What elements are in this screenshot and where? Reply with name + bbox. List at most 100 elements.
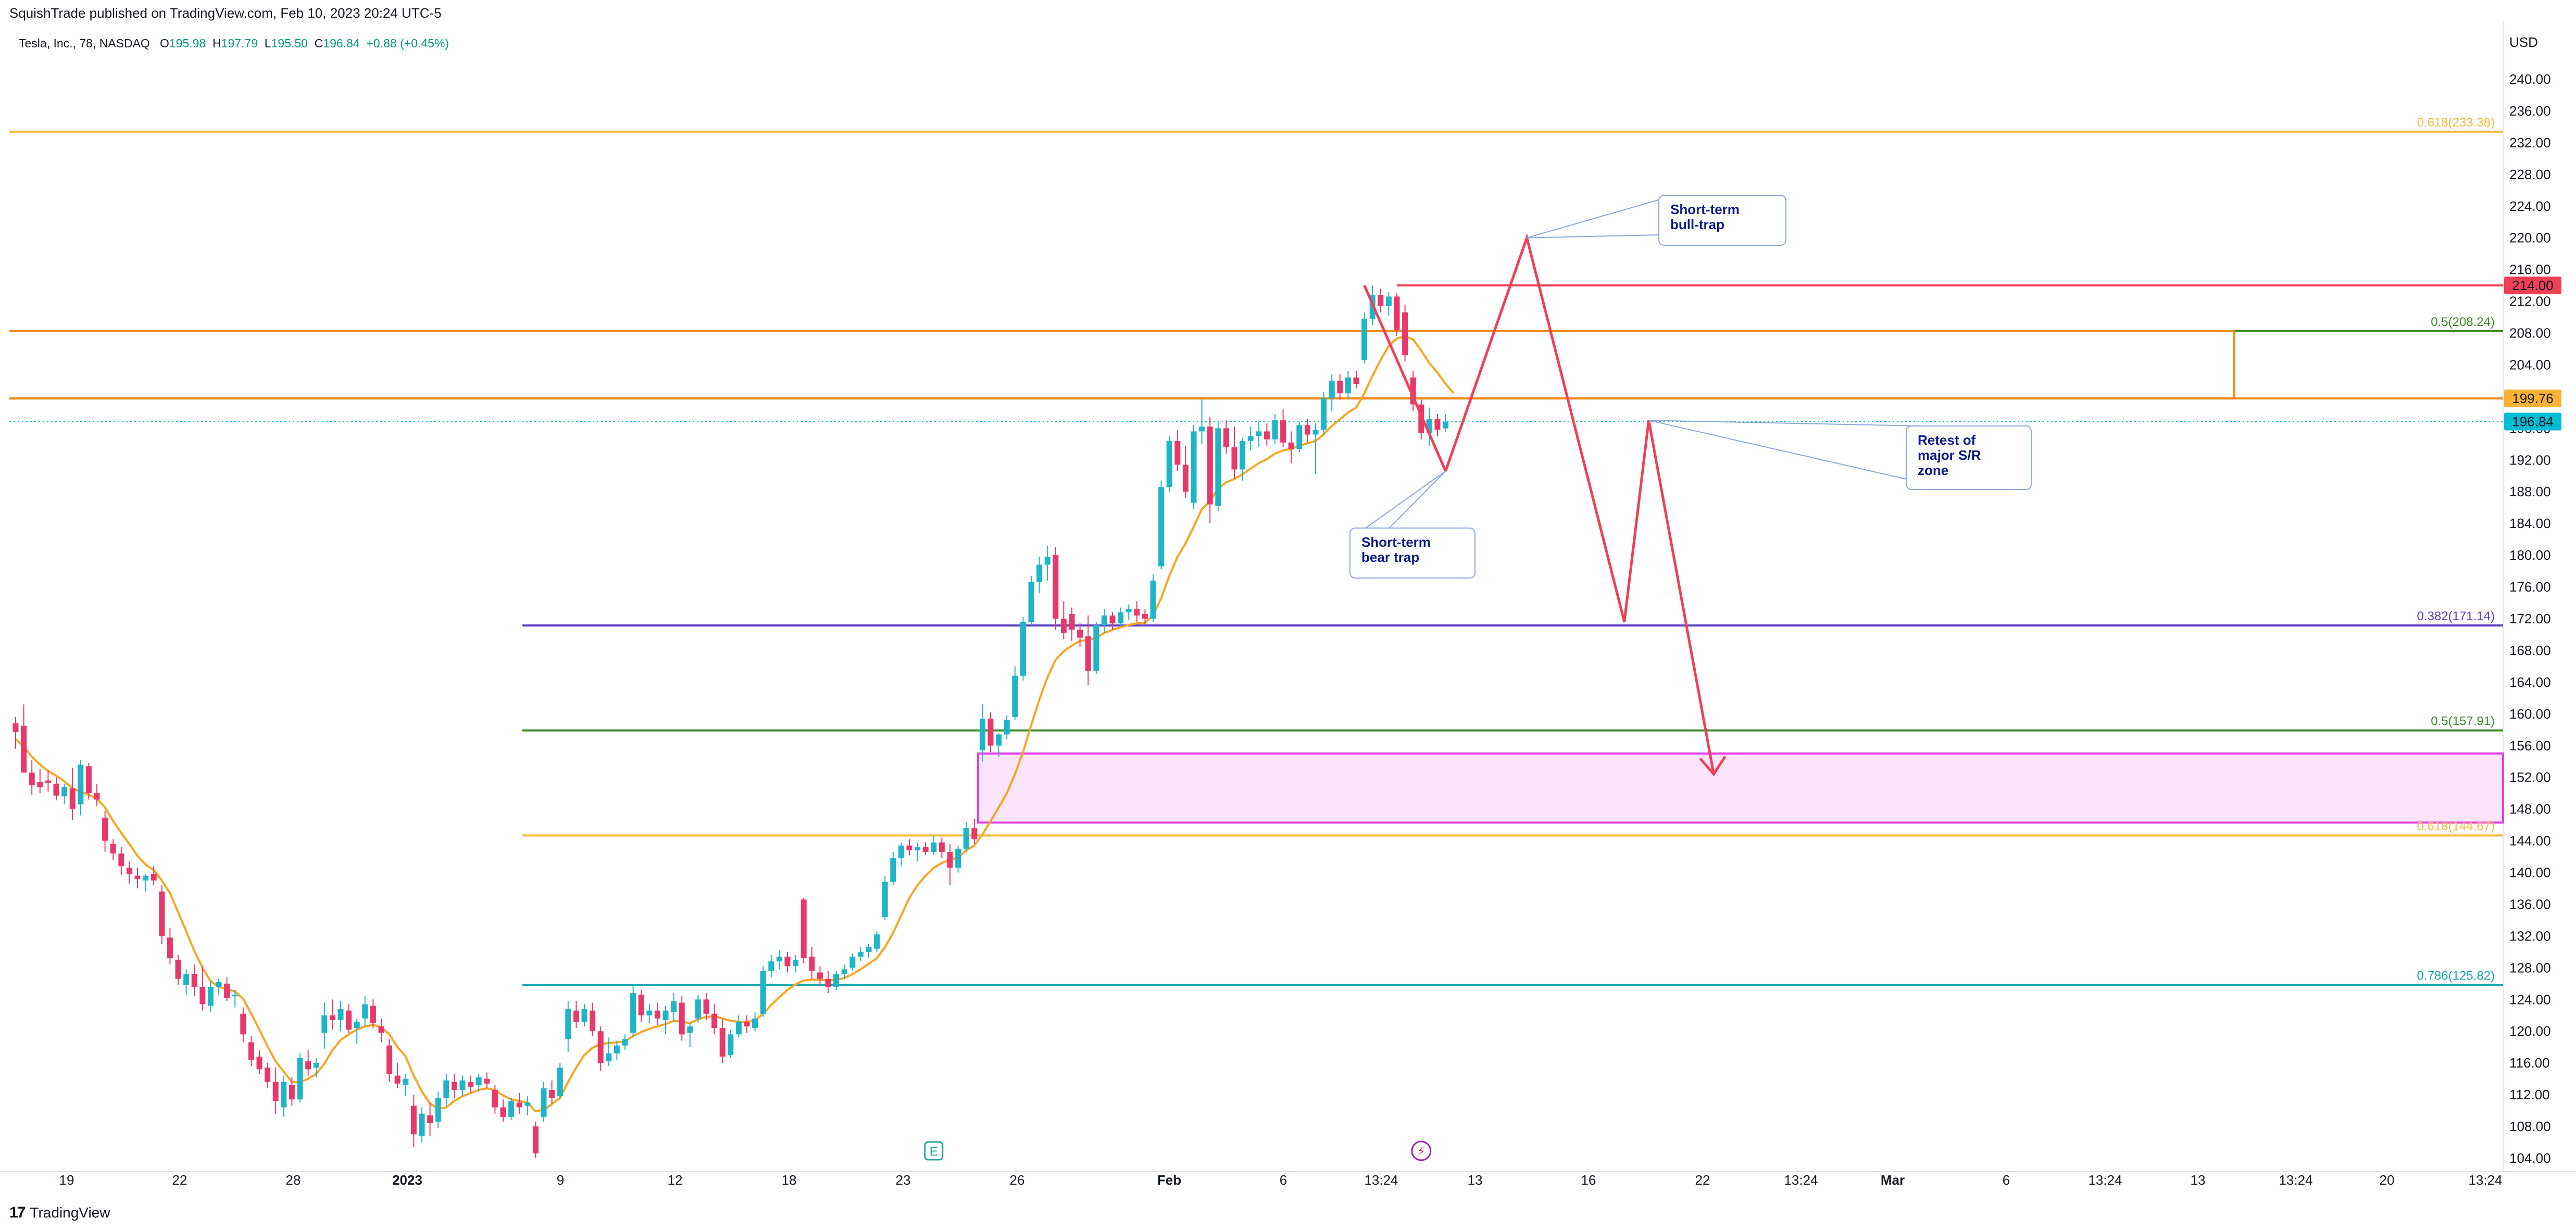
- candle-body: [1118, 612, 1124, 624]
- x-tick-label: 9: [557, 1172, 564, 1188]
- candle-body: [378, 1026, 384, 1033]
- candle-body: [1418, 404, 1424, 433]
- callout-text: Short-term: [1361, 534, 1431, 550]
- candle-body: [69, 788, 76, 809]
- zone-layer: [977, 752, 2504, 824]
- candle-body: [1028, 582, 1034, 622]
- x-tick-label: 23: [896, 1172, 911, 1188]
- x-tick-label: 13:24: [2279, 1172, 2312, 1188]
- x-tick-label: Feb: [1157, 1172, 1181, 1188]
- candle-body: [240, 1013, 246, 1035]
- candle-body: [1247, 436, 1254, 441]
- candle-body: [1101, 615, 1107, 625]
- candle-body: [671, 1001, 677, 1012]
- y-tick-label: 136.00: [2509, 896, 2551, 912]
- high-label: H: [212, 36, 221, 50]
- candle-body: [468, 1082, 474, 1087]
- candle-body: [1020, 622, 1026, 676]
- candle-body: [890, 858, 896, 882]
- symbol-legend: Tesla, Inc., 78, NASDAQ O195.98 H197.79 …: [19, 36, 449, 51]
- callout-box: [1906, 425, 2032, 490]
- candle-body: [711, 1013, 718, 1028]
- candle-body: [825, 978, 831, 987]
- candle-body: [581, 1009, 587, 1022]
- callout-line: [1527, 234, 1659, 239]
- candle-body: [313, 1063, 319, 1068]
- candle-body: [29, 772, 35, 785]
- candle-body: [1231, 447, 1237, 470]
- candle-body: [565, 1009, 571, 1039]
- y-tick-label: 204.00: [2509, 357, 2551, 372]
- tradingview-logo-icon[interactable]: 17: [9, 1204, 26, 1221]
- close-value: 196.84: [323, 36, 360, 50]
- candle-body: [1280, 420, 1286, 443]
- price-label: 214.00: [2512, 278, 2554, 293]
- brand-label[interactable]: TradingView: [30, 1204, 110, 1221]
- candle-body: [1426, 419, 1432, 433]
- candle-body: [151, 874, 157, 881]
- candle-body: [1378, 295, 1384, 306]
- candle-body: [1288, 442, 1294, 449]
- candle-body: [833, 974, 840, 987]
- candle-body: [776, 957, 782, 962]
- y-tick-label: 108.00: [2509, 1119, 2551, 1134]
- candle-body: [12, 723, 19, 732]
- y-tick-label: 104.00: [2509, 1150, 2551, 1166]
- candle-body: [841, 969, 847, 974]
- low-value: 195.50: [271, 36, 308, 50]
- low-label: L: [264, 36, 271, 50]
- candle-body: [443, 1080, 449, 1098]
- candle-body: [1361, 319, 1368, 360]
- price-axis: USD 240.00 236.00 232.00 228.00 224.00 220.00 2…: [2504, 34, 2561, 1166]
- x-tick-label: Mar: [1881, 1172, 1905, 1188]
- candle-body: [78, 764, 84, 805]
- candle-body: [1085, 636, 1091, 671]
- candle-body: [1296, 425, 1303, 449]
- candle-body: [971, 828, 978, 839]
- y-tick-label: 152.00: [2509, 770, 2551, 785]
- x-tick-label: 26: [1010, 1172, 1025, 1188]
- chart-grid: [0, 21, 2576, 1172]
- x-tick-label: 28: [286, 1172, 301, 1188]
- candle-body: [394, 1075, 401, 1084]
- candle-body: [1199, 426, 1205, 432]
- candle-body: [849, 957, 856, 968]
- candle-body: [760, 971, 766, 1014]
- candle-body: [321, 1015, 328, 1033]
- publish-header: SquishTrade published on TradingView.com…: [9, 5, 442, 21]
- candle-body: [866, 947, 872, 952]
- y-tick-label: 208.00: [2509, 325, 2551, 341]
- candle-body: [1394, 296, 1400, 330]
- ema-line: [15, 335, 1455, 1113]
- candle-body: [362, 1004, 368, 1019]
- candle-body: [459, 1080, 466, 1090]
- candle-body: [126, 868, 132, 874]
- callout-text: bull-trap: [1670, 217, 1724, 232]
- projection-leadin: [1363, 285, 1447, 472]
- price-label-box: [2504, 390, 2561, 408]
- candle-body: [654, 1010, 660, 1019]
- sr-bracket: [9, 330, 2235, 400]
- candle-body: [898, 845, 904, 859]
- candle-body: [1036, 564, 1043, 582]
- candle-body: [85, 766, 92, 794]
- candle-body: [1166, 441, 1172, 487]
- y-tick-label: 176.00: [2509, 579, 2551, 595]
- callout-text: zone: [1918, 462, 1948, 478]
- candle-body: [963, 828, 969, 849]
- candle-body: [728, 1034, 734, 1055]
- candle-body: [354, 1021, 360, 1028]
- candle-body: [695, 999, 701, 1019]
- callout-text: major S/R: [1918, 447, 1981, 463]
- earnings-marker: [924, 1141, 944, 1161]
- x-tick-label: 13:24: [2088, 1172, 2122, 1188]
- symbol-name[interactable]: Tesla, Inc., 78, NASDAQ: [19, 36, 150, 50]
- candle-body: [1329, 380, 1335, 398]
- candle-body: [45, 780, 51, 783]
- candle-body: [508, 1101, 515, 1117]
- candle-body: [1191, 431, 1197, 503]
- candle-body: [289, 1085, 295, 1100]
- candle-body: [1053, 555, 1059, 619]
